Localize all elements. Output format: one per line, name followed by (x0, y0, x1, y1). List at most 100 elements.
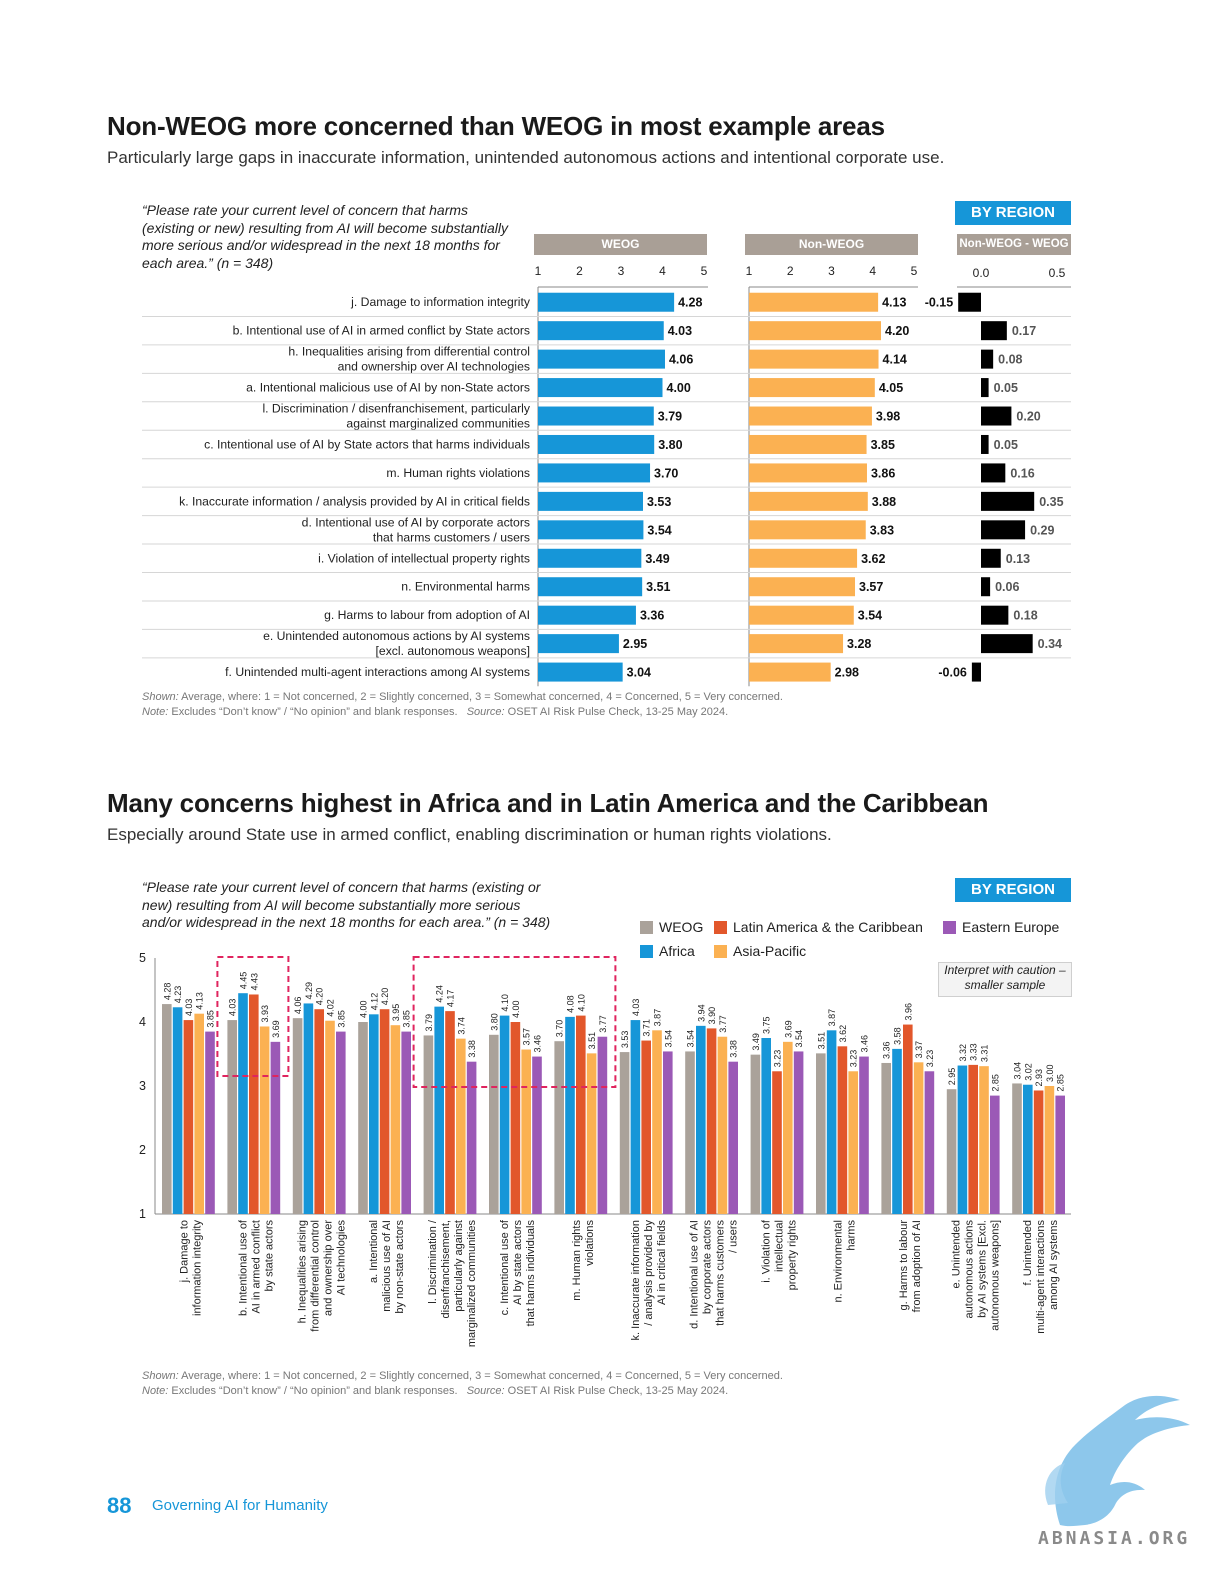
category-label: and ownership over AI technologies (338, 360, 530, 374)
weog-bar (538, 434, 655, 454)
section1-title: Non-WEOG more concerned than WEOG in mos… (107, 111, 885, 141)
weog-value-label: 3.54 (647, 523, 671, 537)
x-category-label: m. Human rights (571, 1220, 583, 1301)
x-category-label: by AI systems [Excl. (976, 1220, 988, 1318)
grouped-bar (521, 1049, 531, 1214)
grouped-bar (466, 1061, 477, 1214)
grouped-bar (162, 1004, 172, 1214)
nonweog-value-label: 3.62 (861, 552, 885, 566)
grouped-bar (1023, 1084, 1033, 1214)
nonweog-bar (749, 321, 881, 341)
y-tick-label: 3 (139, 1079, 146, 1093)
grouped-value-label: 3.54 (686, 1030, 696, 1048)
weog-value-label: 3.49 (645, 552, 669, 566)
grouped-value-label: 3.57 (522, 1028, 532, 1046)
nonweog-bar (749, 520, 866, 540)
x-category-label: d. Intentional use of AI (689, 1220, 701, 1329)
grouped-bar (314, 1009, 324, 1214)
legend-asia-pacific: Asia-Pacific (714, 943, 806, 959)
grouped-bar (586, 1053, 597, 1214)
weog-tick-label: 1 (535, 264, 542, 278)
nonweog-value-label: 3.54 (858, 609, 882, 623)
notes-note: Excludes “Don’t know” / “No opinion” and… (171, 706, 458, 718)
grouped-bar (837, 1046, 848, 1214)
grouped-bar (816, 1053, 826, 1214)
grouped-value-label: 4.12 (369, 993, 379, 1011)
difference-value-label: 0.08 (998, 353, 1022, 367)
weog-tick-label: 2 (576, 264, 583, 278)
category-label: g. Harms to labour from adoption of AI (324, 608, 530, 622)
grouped-bar (172, 1007, 183, 1214)
grouped-bar (641, 1040, 651, 1214)
grouped-value-label: 3.23 (773, 1050, 783, 1068)
grouped-value-label: 3.69 (271, 1020, 281, 1038)
grouped-value-label: 3.75 (762, 1016, 772, 1034)
grouped-value-label: 4.00 (511, 1000, 521, 1018)
nonweog-tick-label: 3 (828, 264, 835, 278)
panel-header-nonweog: Non-WEOG (745, 234, 918, 255)
grouped-bar (369, 1014, 379, 1214)
weog-bar (538, 548, 642, 568)
nonweog-value-label: 4.05 (879, 381, 903, 395)
grouped-bar (706, 1028, 717, 1214)
difference-value-label: 0.20 (1016, 410, 1040, 424)
x-category-label: f. Unintended (1022, 1220, 1034, 1285)
difference-value-label: 0.05 (994, 438, 1018, 452)
grouped-value-label: 3.70 (555, 1020, 565, 1038)
grouped-value-label: 3.23 (925, 1050, 935, 1068)
x-category-label: autonomous weapons] (989, 1220, 1001, 1331)
nonweog-value-label: 3.28 (847, 637, 871, 651)
x-category-label: n. Environmental (833, 1220, 845, 1303)
x-category-label: j. Damage to (179, 1220, 191, 1283)
grouped-bar (946, 1089, 957, 1214)
category-label: d. Intentional use of AI by corporate ac… (302, 515, 530, 529)
grouped-bar (325, 1020, 335, 1214)
weog-value-label: 2.95 (623, 637, 647, 651)
watermark: ABNASIA.ORG (1038, 1528, 1191, 1549)
difference-bar (958, 292, 981, 312)
grouped-bar (913, 1062, 924, 1214)
grouped-bar (1044, 1086, 1055, 1214)
notes-source-label: Source: (466, 706, 505, 718)
x-category-label: k. Inaccurate information (630, 1220, 642, 1340)
difference-value-label: -0.06 (938, 666, 967, 680)
caution-note: Interpret with caution – smaller sample (938, 962, 1072, 997)
section2-question: “Please rate your current level of conce… (142, 879, 551, 930)
y-tick-label: 5 (139, 951, 146, 965)
x-category-label: AI in armed conflict (250, 1220, 262, 1314)
notes-source: OSET AI Risk Pulse Check, 13-25 May 2024… (507, 1385, 729, 1397)
nonweog-tick-label: 5 (911, 264, 918, 278)
grouped-value-label: 3.49 (751, 1033, 761, 1051)
grouped-value-label: 3.53 (620, 1031, 630, 1049)
grouped-bar (249, 994, 259, 1214)
grouped-value-label: 4.13 (195, 992, 205, 1010)
grouped-bar (292, 1018, 303, 1214)
grouped-value-label: 3.46 (533, 1035, 543, 1053)
x-category-label: h. Inequalities arising (296, 1220, 308, 1323)
grouped-bar (957, 1065, 968, 1214)
legend-weog: WEOG (640, 919, 703, 935)
weog-value-label: 4.03 (668, 324, 692, 338)
grouped-value-label: 4.43 (249, 973, 259, 991)
grouped-value-label: 4.00 (359, 1000, 369, 1018)
difference-value-label: 0.16 (1010, 466, 1034, 480)
grouped-bar (194, 1013, 204, 1214)
grouped-bar (979, 1066, 989, 1214)
grouped-value-label: 4.28 (162, 983, 172, 1001)
category-label: c. Intentional use of AI by State actors… (204, 437, 530, 451)
difference-value-label: 0.17 (1012, 324, 1036, 338)
x-category-label: AI by state actors (512, 1220, 524, 1305)
difference-value-label: 0.06 (995, 580, 1019, 594)
grouped-value-label: 4.20 (315, 988, 325, 1006)
grouped-bar (1012, 1083, 1022, 1214)
grouped-value-label: 4.29 (304, 982, 314, 1000)
weog-tick-label: 5 (701, 264, 708, 278)
grouped-value-label: 3.54 (663, 1030, 673, 1048)
weog-bar (538, 491, 643, 511)
difference-bar (981, 406, 1012, 426)
grouped-bar (696, 1025, 706, 1214)
grouped-value-label: 3.36 (882, 1041, 892, 1059)
grouped-value-label: 3.32 (958, 1044, 968, 1062)
weog-value-label: 4.28 (678, 296, 702, 310)
